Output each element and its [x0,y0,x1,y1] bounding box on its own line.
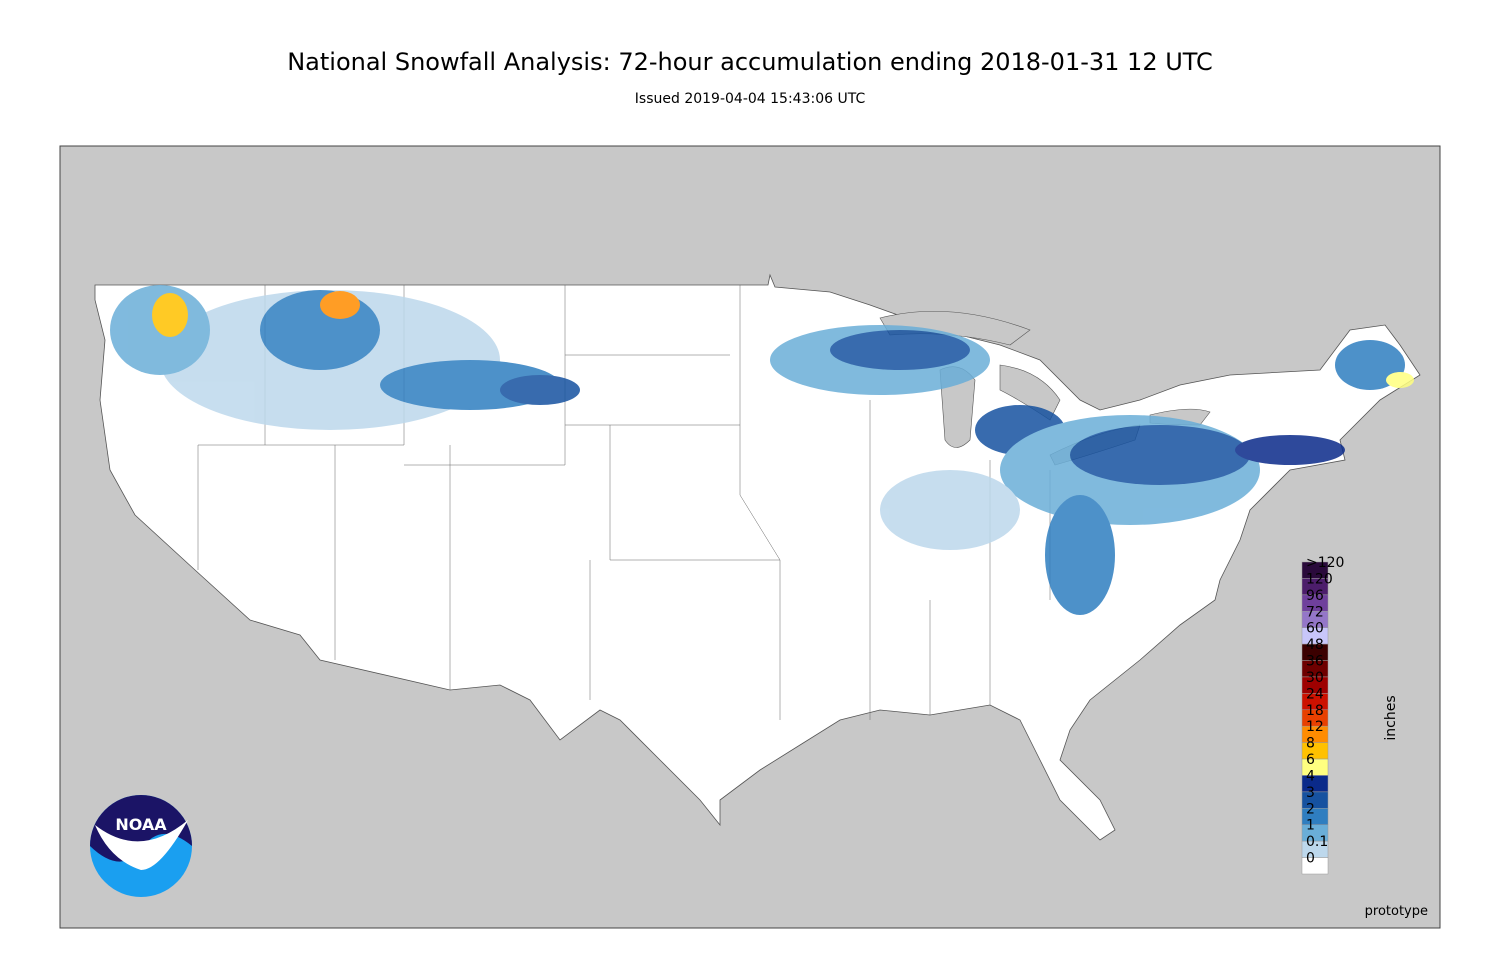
map [59,145,1441,929]
legend-label: 8 [1306,736,1315,752]
legend-label: 0 [1306,851,1315,867]
legend-label: 60 [1306,621,1324,637]
note: prototype [1365,904,1428,919]
legend-label: 120 [1306,571,1333,587]
legend-label: 0.1 [1306,834,1328,850]
legend-label: 18 [1306,703,1324,719]
legend-label: 3 [1306,785,1315,801]
legend-label: 72 [1306,604,1324,620]
legend-label: 48 [1306,637,1324,653]
snow-area [1235,435,1345,465]
snow-area [1070,425,1250,485]
logo-wave [95,820,188,870]
legend-swatch [1301,857,1329,875]
legend-label: 6 [1306,752,1315,768]
legend-label: 2 [1306,801,1315,817]
legend-label: 24 [1306,686,1324,702]
snow-area [1045,495,1115,615]
lake-huron [999,364,1061,421]
legend-unit: inches [1383,695,1399,740]
legend-label: 30 [1306,670,1324,686]
legend-label: 96 [1306,588,1324,604]
legend-label: 36 [1306,654,1324,670]
logo-text: NOAA [115,815,167,834]
snowfall [110,285,1414,615]
snow-area [500,375,580,405]
noaa-logo: NOAA [90,795,192,897]
snow-area [260,290,380,370]
snow-area [320,291,360,319]
snow-area [152,293,188,337]
subtitle: Issued 2019-04-04 15:43:06 UTC [635,91,866,107]
snow-area [880,470,1020,550]
legend-label: 1 [1306,818,1315,834]
legend-label: 4 [1306,768,1315,784]
snow-area [830,330,970,370]
snow-area [1386,372,1414,388]
title: National Snowfall Analysis: 72-hour accu… [287,48,1213,76]
legend-label: 12 [1306,719,1324,735]
legend-label: >120 [1306,555,1344,571]
